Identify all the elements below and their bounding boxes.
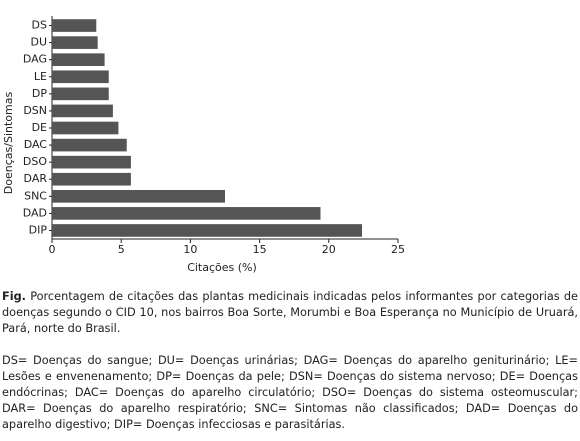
x-tick-label: 25: [391, 243, 405, 256]
x-tick-label: 15: [253, 243, 267, 256]
y-tick-label: DAC: [24, 138, 48, 151]
bar: [52, 189, 225, 203]
y-tick-label: DU: [30, 36, 47, 49]
figure-label: Fig.: [2, 290, 26, 303]
bar: [52, 172, 131, 186]
bar: [52, 104, 113, 118]
y-tick-label: DAG: [23, 53, 47, 66]
bar: [52, 87, 109, 101]
y-tick-label: LE: [34, 70, 47, 83]
y-tick-label: DIP: [29, 223, 48, 236]
y-tick-label: DE: [32, 121, 47, 134]
bar: [52, 224, 363, 237]
x-tick-label: 10: [183, 243, 197, 256]
x-tick-label: 5: [118, 243, 125, 256]
bar: [52, 36, 98, 49]
x-tick-label: 0: [49, 243, 56, 256]
y-axis-label: Doenças/Sintomas: [2, 92, 15, 195]
y-tick-label: DAR: [24, 172, 48, 185]
bar: [52, 53, 105, 67]
bar: [52, 70, 109, 84]
chart: Doenças/Sintomas Citações (%) 0 5 10 15 20 25…: [2, 16, 405, 274]
x-tick-label: 20: [322, 243, 336, 256]
abbreviations: DS= Doenças do sangue; DU= Doenças uriná…: [2, 354, 578, 431]
y-tick-label: SNC: [24, 189, 47, 202]
y-tick-label: DS: [32, 19, 47, 32]
y-tick-label: DP: [32, 87, 47, 100]
bar: [52, 19, 97, 32]
x-axis-label: Citações (%): [187, 261, 257, 274]
bar: [52, 138, 127, 152]
bar: [52, 207, 321, 220]
caption-text: Porcentagem de citações das plantas medi…: [2, 290, 578, 335]
y-tick-label: DSN: [23, 104, 47, 117]
bar: [52, 121, 119, 135]
bar: [52, 155, 131, 169]
y-tick-label: DAD: [23, 206, 47, 219]
caption: Fig. Porcentagem de citações das plantas…: [2, 289, 578, 337]
y-tick-label: DSO: [23, 155, 47, 168]
